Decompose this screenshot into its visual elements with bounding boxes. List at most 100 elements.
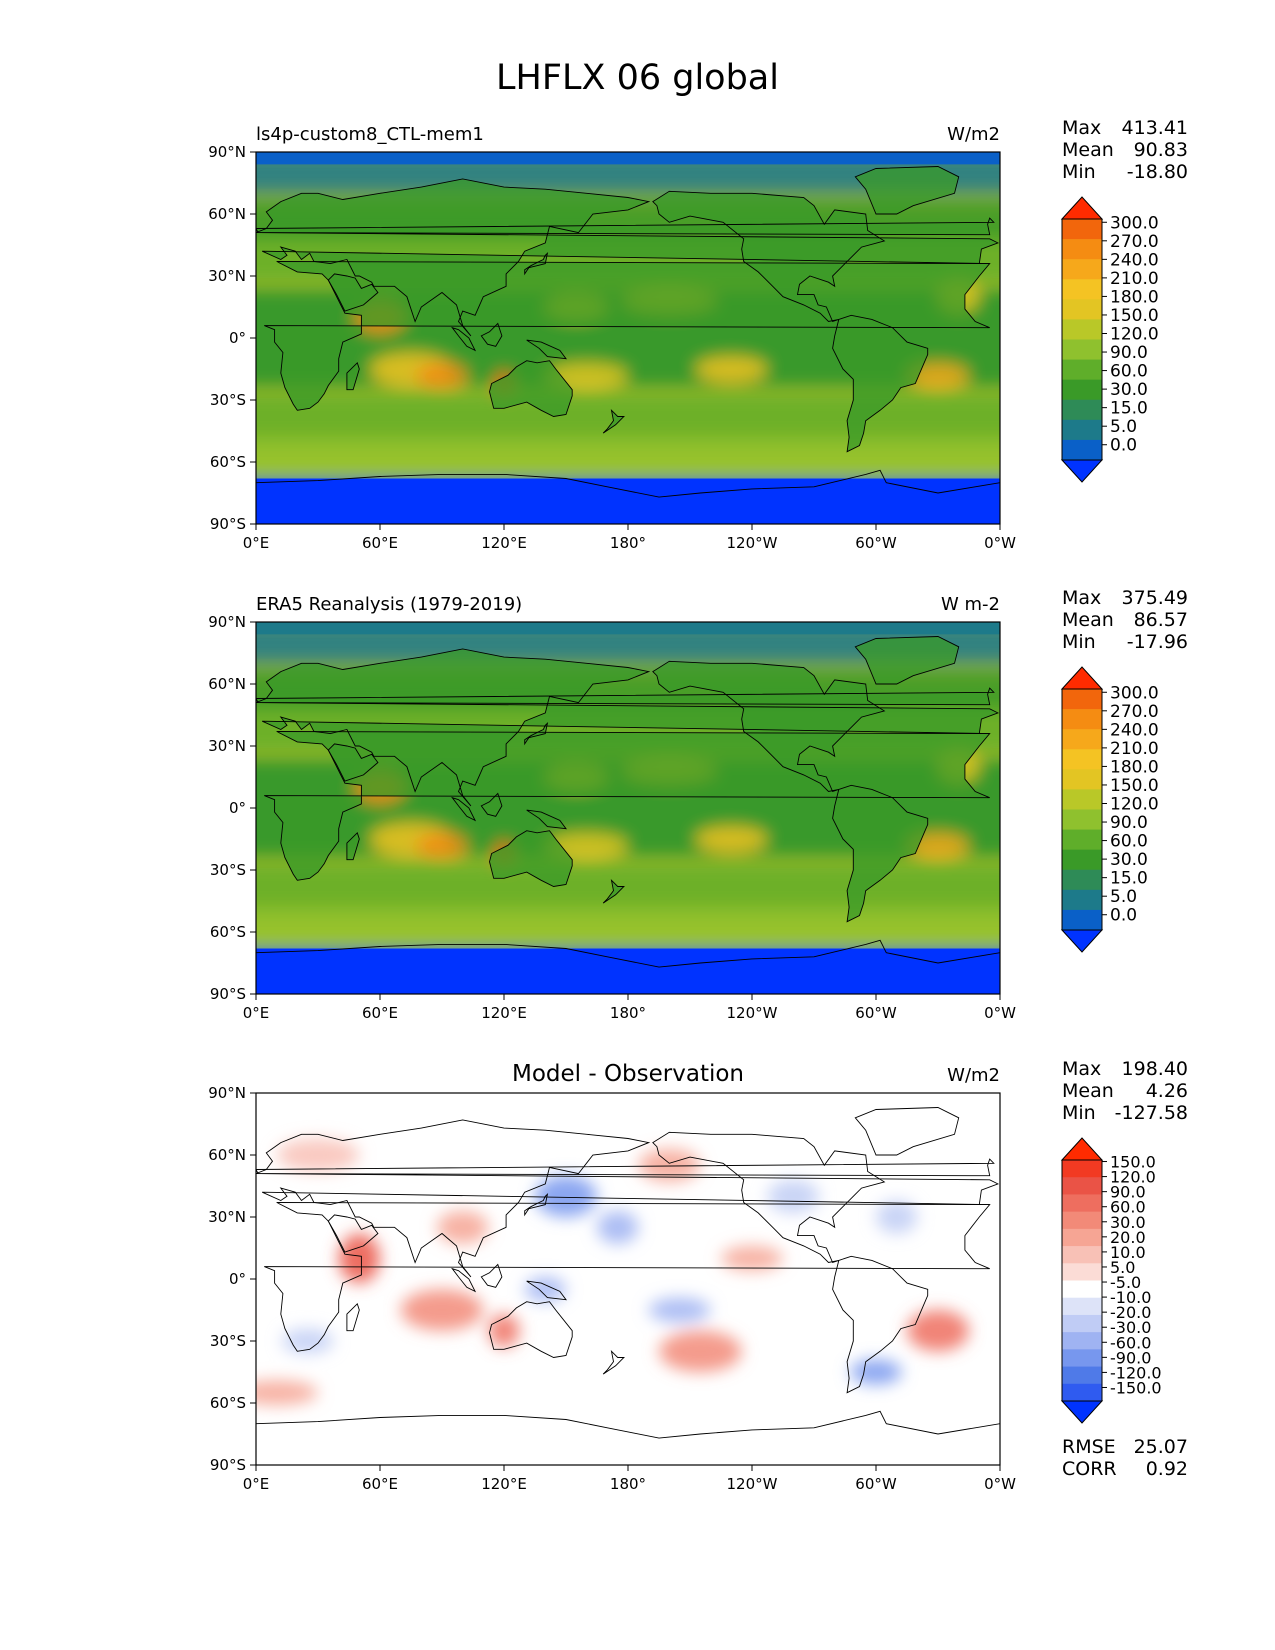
field-anomaly (256, 1380, 318, 1406)
colorbar-segment (1062, 399, 1102, 421)
colorbar-tick-label: 120.0 (1110, 325, 1159, 345)
field-anomaly (850, 1359, 902, 1385)
colorbar-segment (1062, 359, 1102, 381)
colorbar-tick-label: 0.0 (1110, 436, 1137, 456)
land-field-greenland (855, 166, 959, 214)
coastline-uk (256, 217, 995, 236)
map-panel-1: 90°N 60°N 30°N 0° 30°S 60°S 90°S0°E 60°E 120°E 18… (208, 117, 1188, 552)
coastline-newguinea (526, 809, 567, 830)
coastline-eurasia (256, 178, 1000, 337)
map-field (256, 622, 1000, 994)
colorbar-segment (1062, 279, 1102, 300)
colorbar-tick-label: -20.0 (1110, 1303, 1151, 1322)
panel-units: W/m2 (947, 124, 1000, 145)
stat-label: Min (1062, 1102, 1096, 1124)
coastline-uk (256, 687, 995, 706)
land-field-madagascar (346, 832, 360, 860)
field-anomaly (907, 832, 969, 858)
field-anomaly (876, 1200, 918, 1234)
coastline-namerica (652, 1131, 886, 1264)
coastline-newguinea (526, 1280, 567, 1301)
colorbar-tick-label: 300.0 (1110, 213, 1159, 233)
colorbar-extend-bottom (1060, 929, 1104, 953)
field-band (256, 437, 1000, 479)
land-field-samerica (832, 785, 928, 922)
field-anomaly (276, 1138, 360, 1172)
colorbar-segment (1062, 379, 1102, 401)
field-anomaly (400, 1289, 484, 1331)
stat-label: Min (1062, 161, 1096, 183)
colorbar-segment (1062, 749, 1102, 770)
field-anomaly (416, 832, 468, 858)
colorbar-tick-label: 150.0 (1110, 306, 1159, 326)
lon-tick-label: 60°W (855, 534, 897, 552)
colorbar-segment (1062, 439, 1102, 461)
colorbar-tick-label: 60.0 (1110, 832, 1148, 852)
land-field-borneo (481, 323, 502, 347)
lon-tick-label: 120°E (481, 1004, 527, 1022)
colorbar-segment (1062, 1349, 1102, 1368)
colorbar-segment (1062, 869, 1102, 891)
colorbar-tick-label: 120.0 (1110, 1168, 1156, 1187)
field-anomaly (695, 356, 768, 382)
lat-tick-label: 60°N (208, 675, 246, 693)
arctic-low-flux (256, 152, 1000, 165)
colorbar-tick-label: 270.0 (1110, 232, 1159, 252)
colorbar-segment (1062, 1297, 1102, 1316)
lon-tick-label: 180° (610, 534, 646, 552)
field-anomaly (659, 1330, 742, 1373)
land-field-australia (489, 360, 573, 417)
stat-label: Max (1062, 587, 1101, 609)
coastline-madagascar (346, 361, 360, 391)
coastline-antarctica (256, 469, 1000, 524)
coastline-arabia (327, 743, 379, 782)
colorbar-tick-label: -120.0 (1110, 1363, 1162, 1382)
colorbar-segment (1062, 1383, 1102, 1402)
colorbar-tick-label: 15.0 (1110, 399, 1148, 419)
coastline-namerica (652, 660, 886, 793)
coastline-greenland (854, 636, 960, 685)
colorbar-extend-top (1060, 1137, 1104, 1161)
land-field-japan (524, 723, 548, 744)
coastline-newzealand (602, 408, 625, 434)
land-field-samerica (832, 315, 928, 452)
colorbar-segment (1062, 1194, 1102, 1213)
stat-value: -18.80 (1127, 161, 1188, 183)
polar-low-flux (256, 948, 1000, 994)
figure-title: LHFLX 06 global (496, 58, 779, 98)
land-field-japan (524, 253, 548, 274)
colorbar-tick-label: 5.0 (1110, 1258, 1135, 1277)
lat-tick-label: 90°S (210, 515, 246, 533)
colorbar-tick-label: 20.0 (1110, 1228, 1146, 1247)
coastline-sumatra (451, 796, 477, 822)
colorbar-extend-top (1060, 196, 1104, 220)
lon-tick-label: 120°E (481, 534, 527, 552)
land-field-newguinea (526, 340, 566, 359)
lat-tick-label: 30°N (208, 267, 246, 285)
coastline-arabia (327, 273, 379, 312)
field-anomaly (907, 362, 969, 388)
extra-stat-value: 0.92 (1146, 1458, 1188, 1480)
colorbar-tick-label: 5.0 (1110, 417, 1137, 437)
colorbar-segment (1062, 689, 1102, 710)
polar-low-flux (256, 478, 1000, 524)
colorbar-segment (1062, 829, 1102, 851)
stat-label: Mean (1062, 1080, 1114, 1102)
colorbar: 150.0120.090.060.030.020.010.05.0-5.0-10… (1060, 1137, 1162, 1424)
field-anomaly (648, 1297, 711, 1323)
colorbar-tick-label: 90.0 (1110, 343, 1148, 363)
stat-value: 86.57 (1134, 609, 1188, 631)
coastline-newguinea (526, 339, 567, 360)
lat-tick-label: 30°S (210, 1332, 246, 1350)
coastline-sumatra (451, 326, 477, 352)
field-anomaly (721, 1245, 783, 1271)
coastline-africa (264, 1202, 991, 1352)
coastline-africa (264, 261, 991, 411)
lat-tick-label: 60°S (210, 453, 246, 471)
colorbar-tick-label: -5.0 (1110, 1273, 1141, 1292)
colorbar-frame (1061, 688, 1103, 931)
land-field-madagascar (346, 362, 360, 390)
lon-tick-label: 180° (610, 1004, 646, 1022)
panel-units: W/m2 (947, 1065, 1000, 1086)
colorbar-segment (1062, 809, 1102, 831)
